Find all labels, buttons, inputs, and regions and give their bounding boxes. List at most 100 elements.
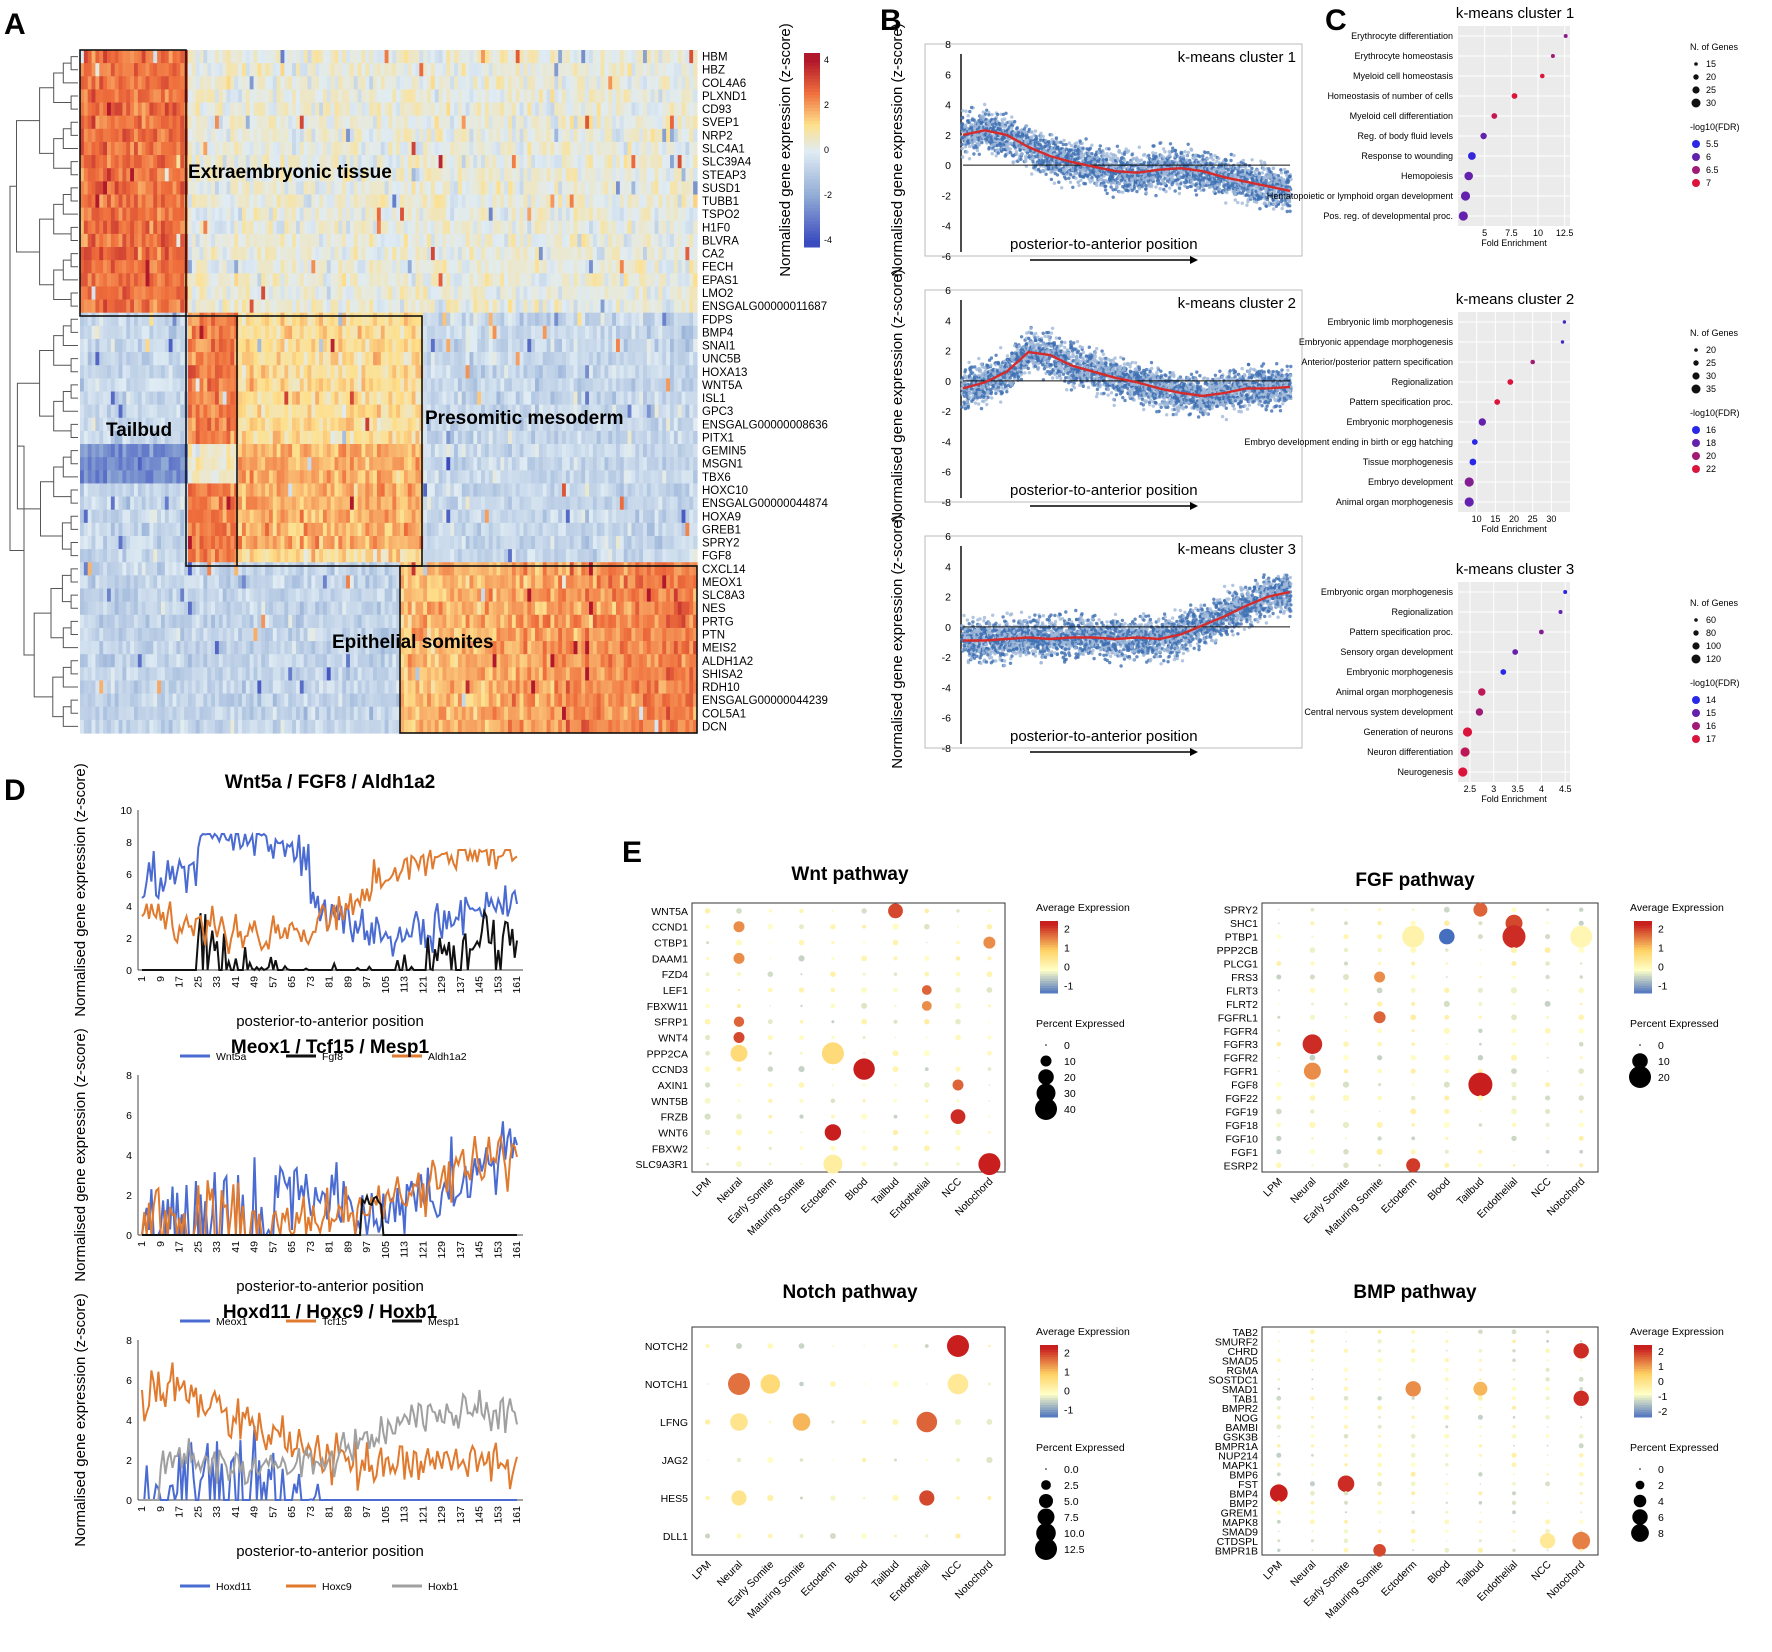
heatmap-cell [570,50,574,64]
heatmap-cell [103,221,107,235]
heatmap-cell [574,142,578,156]
heatmap-cell [597,63,601,77]
heatmap-cell [658,89,662,103]
heatmap-cell [589,50,593,64]
heatmap-cell [608,221,612,235]
heatmap-cell [404,247,408,261]
heatmap-cell [520,181,524,195]
heatmap-cell [682,155,686,169]
heatmap-cell [180,168,184,182]
heatmap-cell [419,155,423,169]
heatmap-cell [196,129,200,143]
heatmap-cell [134,273,138,287]
heatmap-cell [230,89,234,103]
heatmap-cell [227,273,231,287]
heatmap-cell [84,129,88,143]
heatmap-cell [115,103,119,117]
heatmap-cell [331,50,335,64]
heatmap-cell [554,155,558,169]
heatmap-cell [146,208,150,222]
heatmap-cell [211,194,215,208]
dendrogram-branch [71,451,78,464]
heatmap-cell [535,260,539,274]
heatmap-cell [223,273,227,287]
heatmap-cell [639,194,643,208]
heatmap-cell [292,234,296,248]
heatmap-cell [311,260,315,274]
heatmap-cell [261,194,265,208]
heatmap-cell [169,247,173,261]
heatmap-cell [469,89,473,103]
heatmap-cell [146,50,150,64]
heatmap-cell [242,247,246,261]
heatmap-cell [246,63,250,77]
heatmap-cell [242,76,246,90]
heatmap-cell [508,181,512,195]
heatmap-cell [350,63,354,77]
heatmap-cell [350,221,354,235]
heatmap-cell [608,50,612,64]
heatmap-cell [473,234,477,248]
heatmap-cell [504,260,508,274]
heatmap-cell [554,50,558,64]
heatmap-cell [639,181,643,195]
heatmap-cell [153,221,157,235]
heatmap-cell [604,76,608,90]
heatmap-cell [169,142,173,156]
heatmap-cell [200,234,204,248]
heatmap-cell [95,50,99,64]
heatmap-cell [620,208,624,222]
heatmap-cell [319,103,323,117]
heatmap-cell [570,103,574,117]
heatmap-cell [604,63,608,77]
dendrogram-branch [71,516,78,529]
heatmap-cell [523,116,527,130]
heatmap-cell [462,247,466,261]
heatmap-cell [685,103,689,117]
heatmap-cell [149,155,153,169]
heatmap-cell [473,208,477,222]
heatmap-cell [400,89,404,103]
heatmap-cell [647,234,651,248]
heatmap-cell [539,76,543,90]
heatmap-cell [246,142,250,156]
heatmap-cell [246,234,250,248]
heatmap-cell [658,168,662,182]
heatmap-cell [338,103,342,117]
heatmap-cell [412,181,416,195]
heatmap-cell [377,76,381,90]
heatmap-cell [601,208,605,222]
heatmap-cell [535,76,539,90]
heatmap-cell [284,194,288,208]
heatmap-cell [227,260,231,274]
heatmap-cell [682,208,686,222]
heatmap-cell [211,50,215,64]
heatmap-cell [311,208,315,222]
heatmap-cell [92,89,96,103]
heatmap-cell [427,168,431,182]
heatmap-cell [462,89,466,103]
heatmap-cell [651,260,655,274]
heatmap-cell [308,221,312,235]
heatmap-cell [508,155,512,169]
heatmap-cell [273,273,277,287]
heatmap-cell [281,103,285,117]
heatmap-cell [427,76,431,90]
heatmap-cell [354,50,358,64]
heatmap-cell [319,247,323,261]
heatmap-cell [165,181,169,195]
heatmap-cell [450,181,454,195]
heatmap-cell [477,155,481,169]
heatmap-cell [323,260,327,274]
heatmap-cell [111,155,115,169]
heatmap-cell [562,234,566,248]
heatmap-cell [666,155,670,169]
heatmap-cell [111,234,115,248]
heatmap-cell [273,260,277,274]
heatmap-cell [358,194,362,208]
dendrogram-branch [71,359,78,372]
heatmap-cell [304,129,308,143]
heatmap-cell [146,89,150,103]
heatmap-cell [396,221,400,235]
heatmap-cell [203,63,207,77]
